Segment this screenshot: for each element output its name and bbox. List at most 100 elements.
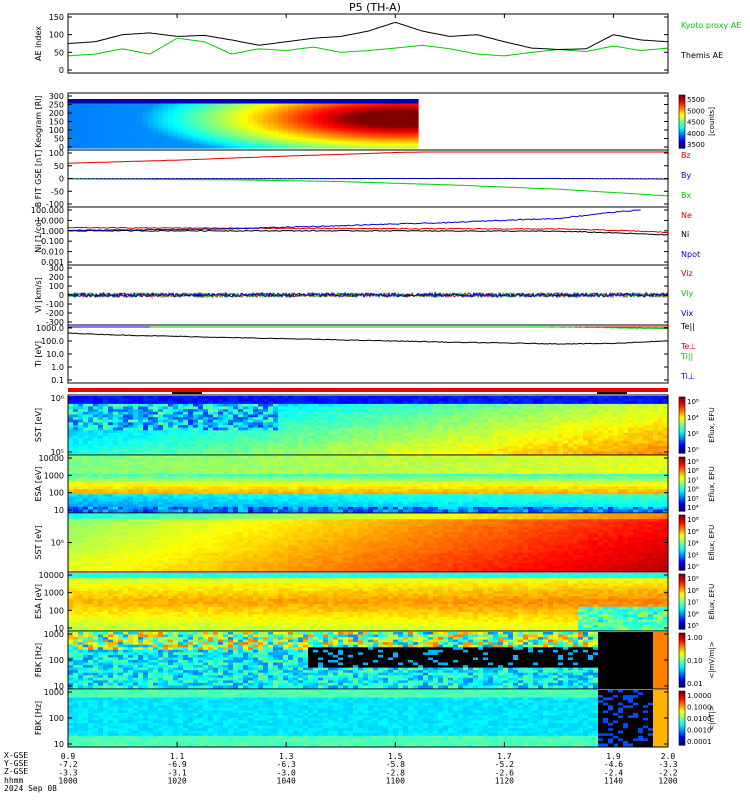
keogram-cell bbox=[358, 146, 364, 149]
sst_ion-cell bbox=[243, 451, 249, 454]
sst_ion-cell bbox=[253, 451, 259, 454]
esa_ion-cell bbox=[158, 510, 164, 513]
keogram-cell bbox=[143, 146, 149, 149]
sst_ion-cell bbox=[208, 451, 214, 454]
keogram-cell bbox=[373, 146, 379, 149]
esa_ion-cell bbox=[153, 510, 159, 513]
sst_ion-cell bbox=[388, 451, 394, 454]
sst_ion-cell bbox=[233, 451, 239, 454]
sst_ion-cell bbox=[368, 451, 374, 454]
esa_ion-cell bbox=[78, 510, 84, 513]
sst_ion-cell bbox=[598, 451, 604, 454]
sst_ion-cell bbox=[358, 451, 364, 454]
sst_ion-cell bbox=[133, 451, 139, 454]
sst_ion-cell bbox=[138, 451, 144, 454]
sst_ion-cell bbox=[593, 451, 599, 454]
sst_ion-cell bbox=[503, 451, 509, 454]
keogram-cell bbox=[148, 146, 154, 149]
sst_ion-cell bbox=[398, 451, 404, 454]
sst_ion-cell bbox=[183, 451, 189, 454]
esa_ion-cell bbox=[243, 510, 249, 513]
sst_ion-cell bbox=[78, 451, 84, 454]
keogram-cell bbox=[258, 146, 264, 149]
sst_ion-cell bbox=[498, 451, 504, 454]
sst_ion-cell bbox=[378, 451, 384, 454]
sst_ion-cell bbox=[633, 451, 639, 454]
sst_ion-cell bbox=[353, 451, 359, 454]
sst_ion-cell bbox=[573, 451, 579, 454]
keogram-cell bbox=[208, 146, 214, 149]
keogram-cell bbox=[383, 146, 389, 149]
esa_ion-cell bbox=[218, 510, 224, 513]
sst_ion-cell bbox=[108, 451, 114, 454]
sst_ion-cell bbox=[458, 451, 464, 454]
sst_ion-cell bbox=[88, 451, 94, 454]
keogram-cell bbox=[363, 146, 369, 149]
keogram-cell bbox=[288, 146, 294, 149]
keogram-cell bbox=[108, 146, 114, 149]
esa_ion-cell bbox=[73, 510, 79, 513]
esa_ion-cell bbox=[168, 510, 174, 513]
sst_ion-cell bbox=[153, 451, 159, 454]
sst_ion-cell bbox=[83, 451, 89, 454]
sst_ion-cell bbox=[298, 451, 304, 454]
sst_ion-cell bbox=[608, 451, 614, 454]
sst_ion-cell bbox=[128, 451, 134, 454]
sst_ion-cell bbox=[523, 451, 529, 454]
keogram-cell bbox=[353, 146, 359, 149]
esa_ion-cell bbox=[108, 510, 114, 513]
sst_ion-cell bbox=[528, 451, 534, 454]
sst_ion-cell bbox=[218, 451, 224, 454]
sst_ion-cell bbox=[518, 451, 524, 454]
keogram-cell bbox=[283, 146, 289, 149]
keogram-cell bbox=[243, 146, 249, 149]
sst_ion-cell bbox=[418, 451, 424, 454]
sst_ion-cell bbox=[238, 451, 244, 454]
sst_ion-cell bbox=[443, 451, 449, 454]
keogram-cell bbox=[133, 146, 139, 149]
sst_ion-cell bbox=[223, 451, 229, 454]
sst_ion-cell bbox=[98, 451, 104, 454]
sst_ion-cell bbox=[283, 451, 289, 454]
sst_ion-cell bbox=[578, 451, 584, 454]
sst_ion-spectrogram bbox=[68, 396, 669, 455]
sst_ion-cell bbox=[313, 451, 319, 454]
sst_ion-cell bbox=[118, 451, 124, 454]
sst_ion-cell bbox=[563, 451, 569, 454]
keogram-cell bbox=[408, 146, 414, 149]
esa_ion-cell bbox=[103, 510, 109, 513]
keogram-cell bbox=[188, 146, 194, 149]
keogram-cell bbox=[278, 146, 284, 149]
sst_ion-cell bbox=[303, 451, 309, 454]
sst_ion-cell bbox=[363, 451, 369, 454]
keogram-cell bbox=[113, 146, 119, 149]
esa_ion-cell bbox=[83, 510, 89, 513]
sst_ion-cell bbox=[568, 451, 574, 454]
sst_ion-cell bbox=[158, 451, 164, 454]
sst_ion-cell bbox=[288, 451, 294, 454]
sst_ion-cell bbox=[583, 451, 589, 454]
keogram-cell bbox=[118, 146, 124, 149]
keogram-cell bbox=[123, 146, 129, 149]
esa_ion-cell bbox=[113, 510, 119, 513]
sst_ion-cell bbox=[473, 451, 479, 454]
keogram-cell bbox=[238, 146, 244, 149]
keogram-cell bbox=[398, 146, 404, 149]
sst_ion-cell bbox=[338, 451, 344, 454]
keogram-cell bbox=[228, 146, 234, 149]
esa_ion-cell bbox=[213, 510, 219, 513]
keogram-spectrogram bbox=[68, 99, 419, 149]
esa_ion-cell bbox=[133, 510, 139, 513]
keogram-cell bbox=[268, 146, 274, 149]
keogram-cell bbox=[338, 146, 344, 149]
sst_ion-cell bbox=[448, 451, 454, 454]
sst_ion-cell bbox=[308, 451, 314, 454]
esa_ion-cell bbox=[128, 510, 134, 513]
sst_ion-cell bbox=[463, 451, 469, 454]
sst_ion-cell bbox=[373, 451, 379, 454]
sst_ion-cell bbox=[173, 451, 179, 454]
esa_ion-cell bbox=[143, 510, 149, 513]
keogram-cell bbox=[213, 146, 219, 149]
sst_ion-cell bbox=[383, 451, 389, 454]
